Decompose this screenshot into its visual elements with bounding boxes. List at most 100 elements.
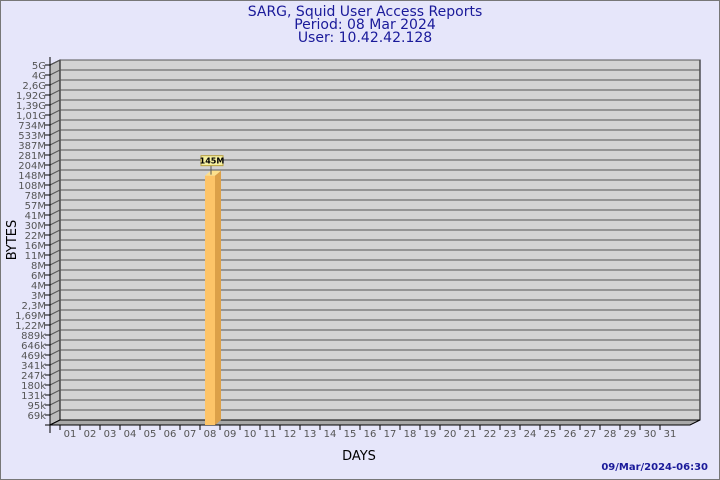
y-tick-label: 1,69M xyxy=(15,311,46,322)
x-tick-label: 31 xyxy=(664,429,677,440)
x-tick-label: 10 xyxy=(244,429,257,440)
bar-value-label: 145M xyxy=(200,157,225,166)
y-tick-label: 95k xyxy=(27,401,46,412)
chart-user: User: 10.42.42.128 xyxy=(298,30,432,46)
bar-side xyxy=(215,170,221,425)
x-tick-label: 03 xyxy=(104,429,117,440)
gridline-side xyxy=(49,319,61,326)
x-tick-label: 05 xyxy=(144,429,157,440)
y-tick-label: 646k xyxy=(21,341,46,352)
y-tick-label: 8M xyxy=(31,261,46,272)
y-tick-label: 57M xyxy=(25,201,46,212)
x-tick-label: 13 xyxy=(304,429,317,440)
y-tick-label: 341k xyxy=(21,361,46,372)
y-tick-label: 2,3M xyxy=(21,301,46,312)
gridline-side xyxy=(49,369,61,376)
y-tick-label: 1,01G xyxy=(16,111,46,122)
y-tick-label: 387M xyxy=(18,141,46,152)
y-tick-label: 469k xyxy=(21,351,46,362)
y-tick-label: 281M xyxy=(18,151,46,162)
gridline-side xyxy=(49,209,61,216)
plot-floor xyxy=(49,419,701,426)
y-tick-label: 11M xyxy=(25,251,46,262)
x-tick-label: 02 xyxy=(84,429,97,440)
y-tick-label: 5G xyxy=(32,61,46,72)
y-tick-label: 148M xyxy=(18,171,46,182)
y-tick-label: 533M xyxy=(18,131,46,142)
gridline-side xyxy=(49,59,61,66)
y-tick-label: 30M xyxy=(25,221,46,232)
gridline-side xyxy=(49,389,61,396)
gridline-side xyxy=(49,399,61,406)
x-tick-label: 26 xyxy=(564,429,577,440)
x-tick-label: 16 xyxy=(364,429,377,440)
bar-front xyxy=(205,175,215,425)
x-tick-label: 27 xyxy=(584,429,597,440)
x-tick-label: 25 xyxy=(544,429,557,440)
gridline-side xyxy=(49,359,61,366)
x-tick-label: 18 xyxy=(404,429,417,440)
y-axis-label: BYTES xyxy=(5,220,20,261)
x-tick-label: 07 xyxy=(184,429,197,440)
gridline-side xyxy=(49,229,61,236)
x-tick-label: 30 xyxy=(644,429,657,440)
footer-timestamp: 09/Mar/2024-06:30 xyxy=(601,462,708,473)
x-tick-label: 20 xyxy=(444,429,457,440)
x-tick-label: 04 xyxy=(124,429,137,440)
y-tick-label: 69k xyxy=(27,411,46,422)
gridline-side xyxy=(49,259,61,266)
gridline-side xyxy=(49,249,61,256)
x-tick-label: 14 xyxy=(324,429,337,440)
gridline-side xyxy=(49,139,61,146)
gridline-side xyxy=(49,309,61,316)
y-tick-label: 734M xyxy=(18,121,46,132)
x-tick-label: 17 xyxy=(384,429,397,440)
gridline-side xyxy=(49,269,61,276)
gridline-side xyxy=(49,199,61,206)
gridline-side xyxy=(49,169,61,176)
gridline-side xyxy=(49,329,61,336)
y-tick-label: 16M xyxy=(25,241,46,252)
x-tick-label: 23 xyxy=(504,429,517,440)
gridline-side xyxy=(49,409,61,416)
y-tick-label: 22M xyxy=(25,231,46,242)
y-tick-label: 2,6G xyxy=(22,81,46,92)
gridline-side xyxy=(49,279,61,286)
gridline-side xyxy=(49,159,61,166)
gridline-side xyxy=(49,69,61,76)
x-tick-label: 12 xyxy=(284,429,297,440)
x-tick-label: 06 xyxy=(164,429,177,440)
gridline-side xyxy=(49,219,61,226)
gridline-side xyxy=(49,99,61,106)
chart-period: Period: 08 Mar 2024 xyxy=(294,17,436,33)
gridline-side xyxy=(49,289,61,296)
gridline-side xyxy=(49,119,61,126)
gridline-side xyxy=(49,79,61,86)
gridline-side xyxy=(49,339,61,346)
bar-top xyxy=(205,170,221,176)
y-tick-label: 131k xyxy=(21,391,46,402)
x-tick-label: 15 xyxy=(344,429,357,440)
x-tick-label: 01 xyxy=(64,429,77,440)
y-tick-label: 41M xyxy=(25,211,46,222)
gridline-side xyxy=(49,239,61,246)
y-tick-label: 1,39G xyxy=(16,101,46,112)
x-tick-label: 21 xyxy=(464,429,477,440)
x-tick-label: 08 xyxy=(204,429,217,440)
x-axis-label: DAYS xyxy=(342,449,376,464)
gridline-side xyxy=(49,149,61,156)
y-tick-label: 180k xyxy=(21,381,46,392)
gridline-side xyxy=(49,89,61,96)
y-tick-label: 4M xyxy=(31,281,46,292)
gridline-side xyxy=(49,189,61,196)
y-tick-label: 204M xyxy=(18,161,46,172)
gridline-side xyxy=(49,349,61,356)
x-tick-label: 24 xyxy=(524,429,537,440)
x-tick-label: 19 xyxy=(424,429,437,440)
chart-title: SARG, Squid User Access Reports xyxy=(248,4,483,20)
gridline-side xyxy=(49,299,61,306)
y-tick-label: 108M xyxy=(18,181,46,192)
gridline-side xyxy=(49,179,61,186)
y-tick-label: 889k xyxy=(21,331,46,342)
